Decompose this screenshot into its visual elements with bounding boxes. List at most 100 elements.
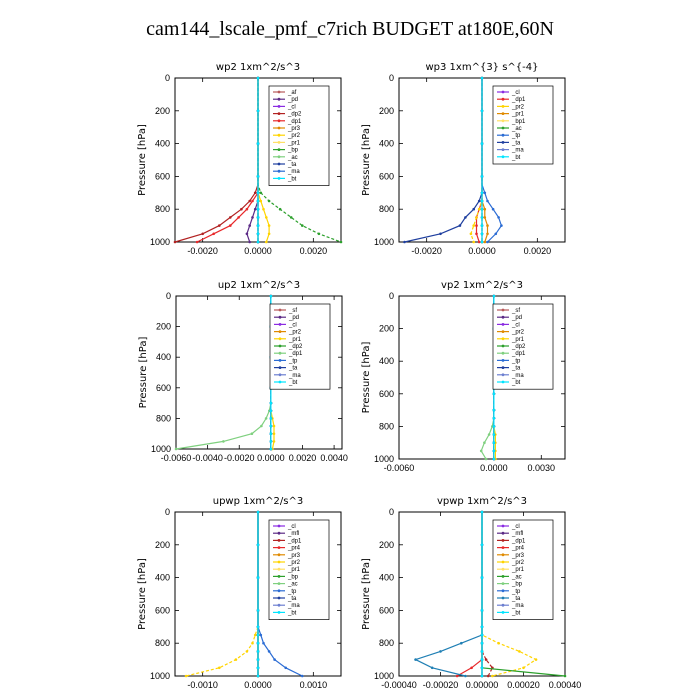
legend-marker xyxy=(501,112,505,115)
legend-marker xyxy=(277,162,281,166)
panel-title: wp3 1xm^{3} s^{-4} xyxy=(425,62,538,73)
legend-label: _bp xyxy=(511,582,523,588)
legend-marker xyxy=(501,351,505,355)
legend-label: _pd xyxy=(511,315,522,321)
legend-marker xyxy=(501,373,505,377)
series-point xyxy=(480,625,484,629)
series-point xyxy=(483,207,487,211)
x-tick-label: 0.0020 xyxy=(289,453,317,463)
legend-label: _dp1 xyxy=(288,351,303,357)
series-point xyxy=(253,207,257,211)
series-point xyxy=(480,224,484,227)
legend-marker xyxy=(278,337,282,341)
series-point xyxy=(458,224,462,227)
legend-marker xyxy=(277,589,281,593)
series-point xyxy=(269,447,273,451)
series-point xyxy=(492,433,496,436)
y-tick-label: 0 xyxy=(165,73,170,83)
legend-label: _ac xyxy=(511,126,522,132)
legend-marker xyxy=(277,97,281,101)
series-point xyxy=(518,650,521,653)
y-tick-label: 200 xyxy=(155,106,170,116)
panel-title: upwp 1xm^2/s^3 xyxy=(213,496,303,507)
series-point xyxy=(256,76,260,80)
series-point xyxy=(256,175,260,178)
y-tick-label: 800 xyxy=(155,204,170,214)
series-point xyxy=(472,207,476,211)
panel-3: up2 1xm^2/s^3 Pressure [hPa] 0 200 400 600 800… xyxy=(138,280,348,463)
y-tick-label: 1000 xyxy=(374,671,394,681)
series-point xyxy=(563,674,567,678)
legend-marker xyxy=(278,351,282,355)
panel-title: vpwp 1xm^2/s^3 xyxy=(437,496,527,507)
series-point xyxy=(483,240,487,244)
y-tick-label: 0 xyxy=(389,73,394,83)
legend-marker xyxy=(501,366,505,369)
series-point xyxy=(480,240,484,244)
series-line xyxy=(196,78,259,243)
y-tick-label: 600 xyxy=(155,171,170,181)
series-point xyxy=(256,609,260,612)
y-tick-label: 1000 xyxy=(150,671,170,681)
legend-marker xyxy=(277,539,281,542)
series-point xyxy=(269,440,273,443)
legend-label: _pr3 xyxy=(287,126,301,132)
legend-label: _ta xyxy=(511,596,521,602)
series-point xyxy=(497,641,500,645)
legend-label: _ta xyxy=(511,140,521,146)
y-tick-label: 800 xyxy=(379,638,394,648)
series-point xyxy=(497,216,500,219)
series-point xyxy=(480,175,484,178)
legend-marker xyxy=(501,524,505,528)
legend-marker xyxy=(277,611,281,614)
series-point xyxy=(256,641,260,645)
series-point xyxy=(486,232,489,236)
series-point xyxy=(256,216,260,219)
series-point xyxy=(492,425,496,428)
plot-frame xyxy=(398,295,566,460)
y-tick-label: 800 xyxy=(379,204,394,214)
series-point xyxy=(464,674,467,678)
legend-label: _dp1 xyxy=(287,119,302,125)
legend-label: _tp xyxy=(288,358,298,364)
legend-marker xyxy=(501,155,505,159)
legend-label: _pr4 xyxy=(287,546,301,552)
legend-marker xyxy=(277,155,281,159)
legend-label: _tp xyxy=(511,133,521,139)
series-point xyxy=(477,240,481,244)
series-point xyxy=(272,432,276,436)
x-tick-label: 0.0000 xyxy=(244,246,272,256)
legend-marker xyxy=(501,315,505,319)
series-point xyxy=(480,641,484,645)
x-tick-label: 0.00040 xyxy=(549,680,582,690)
series-point xyxy=(256,650,260,653)
series-line xyxy=(480,296,495,460)
series-point xyxy=(480,199,484,203)
legend-label: _cl xyxy=(511,322,520,328)
series-point xyxy=(414,658,417,661)
series-point xyxy=(251,641,254,645)
series-point xyxy=(480,76,484,80)
legend-marker xyxy=(501,553,505,557)
series-point xyxy=(470,666,473,670)
legend-marker xyxy=(277,553,281,557)
x-tick-label: 0.0020 xyxy=(300,246,328,256)
series-point xyxy=(262,641,265,645)
series-point xyxy=(269,424,273,428)
legend-label: _ma xyxy=(511,603,524,609)
series-point xyxy=(484,658,488,661)
series-point xyxy=(483,191,487,195)
legend-marker xyxy=(501,97,505,101)
series-point xyxy=(265,216,268,219)
legend-marker xyxy=(278,330,282,333)
series-point xyxy=(472,224,476,227)
legend-marker xyxy=(278,373,282,377)
series-point xyxy=(245,232,249,236)
legend-marker xyxy=(277,524,281,528)
legend-label: _pr2 xyxy=(511,560,525,566)
series-point xyxy=(256,224,260,227)
legend-marker xyxy=(501,531,505,535)
series-point xyxy=(492,449,496,453)
y-tick-label: 600 xyxy=(379,605,394,615)
y-tick-label: 800 xyxy=(379,421,394,431)
